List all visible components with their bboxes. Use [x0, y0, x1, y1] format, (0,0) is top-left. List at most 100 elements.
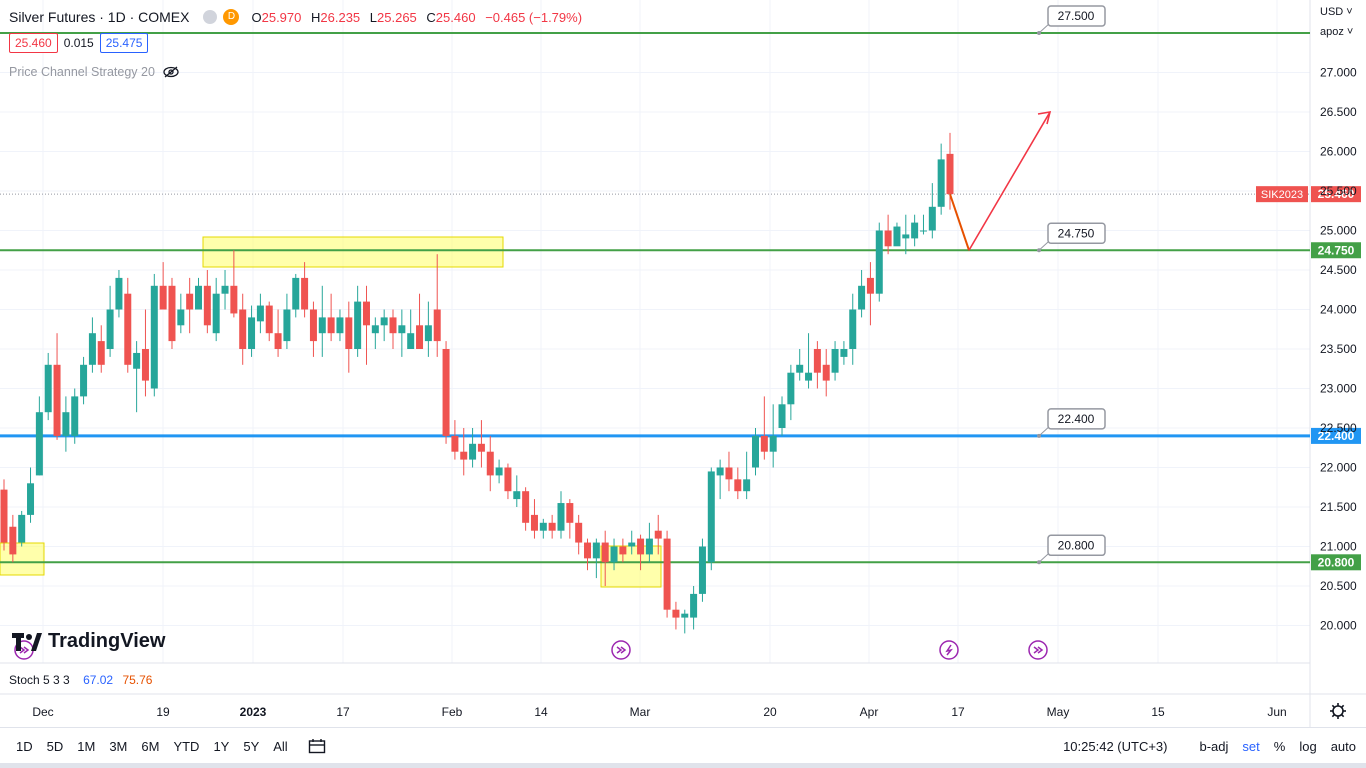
- candle-body: [663, 538, 671, 610]
- candle-body: [884, 230, 892, 247]
- logo-text: TradingView: [48, 630, 166, 652]
- candle-body: [698, 546, 706, 594]
- axis-level-label: 24.750: [1318, 243, 1355, 257]
- candle-body: [601, 542, 609, 563]
- b-adj-toggle[interactable]: b-adj: [1199, 738, 1229, 754]
- candle-body: [354, 301, 362, 349]
- stoch-legend: Stoch 5 3 3 67.02 75.76: [9, 673, 152, 687]
- open-value: 25.970: [261, 9, 302, 25]
- candle: [866, 262, 874, 326]
- candle-body: [584, 542, 592, 559]
- candle: [513, 475, 521, 507]
- low-key: L: [369, 9, 378, 25]
- candle: [53, 333, 61, 440]
- candle: [796, 349, 804, 381]
- highlight-zone: [202, 236, 504, 268]
- range-ytd[interactable]: YTD: [173, 738, 200, 754]
- mode-label: apoz: [1320, 26, 1344, 38]
- sell-button[interactable]: 25.460: [9, 33, 58, 53]
- y-tick-label: 21.500: [1320, 500, 1357, 514]
- x-tick-label: Apr: [860, 705, 879, 719]
- candle-body: [283, 309, 291, 342]
- candle-body: [265, 305, 273, 334]
- y-tick-label: 24.500: [1320, 263, 1357, 277]
- candle: [265, 301, 273, 342]
- y-tick-label: 27.000: [1320, 66, 1357, 80]
- candle-body: [681, 613, 689, 618]
- buy-button[interactable]: 25.475: [99, 33, 149, 53]
- callout-anchor: [1037, 560, 1041, 565]
- candle: [504, 463, 512, 500]
- candle-body: [433, 309, 441, 342]
- candle-body: [469, 443, 477, 460]
- candle: [451, 420, 459, 460]
- range-3m[interactable]: 3M: [109, 738, 128, 754]
- candle: [345, 301, 353, 373]
- chevron-glyph: [620, 646, 627, 654]
- highlight-zones: [0, 236, 662, 588]
- bid-ask-panel: 25.460 0.015 25.475: [9, 33, 149, 53]
- candle-body: [18, 514, 26, 543]
- candle: [469, 428, 477, 468]
- range-5y[interactable]: 5Y: [243, 738, 260, 754]
- level-lines: 27.500 24.750 24.750 22.400 22.400 20.800 20.8…: [0, 5, 1361, 571]
- candle-body: [115, 277, 123, 310]
- range-1d[interactable]: 1D: [16, 738, 33, 754]
- stoch-k-value: 67.02: [83, 673, 114, 687]
- mode-selector[interactable]: apoz ˅: [1320, 26, 1354, 38]
- axis-level-tag: [1311, 427, 1361, 444]
- callout-label: 27.500: [1058, 9, 1095, 23]
- callout-box: [1047, 534, 1106, 557]
- range-5d[interactable]: 5D: [46, 738, 64, 754]
- percent-toggle[interactable]: %: [1273, 738, 1286, 754]
- candle: [690, 586, 698, 630]
- candle: [477, 420, 485, 468]
- y-tick-label: 24.000: [1320, 303, 1357, 317]
- candle-body: [35, 412, 43, 476]
- candle-body: [902, 234, 910, 239]
- candle: [681, 609, 689, 634]
- ohlc-values: O25.970 H26.235 L25.265 C25.460 −0.465 (…: [251, 10, 582, 25]
- x-tick-label: May: [1047, 705, 1070, 719]
- x-tick-label: Mar: [630, 705, 651, 719]
- candle: [35, 396, 43, 476]
- candle: [292, 273, 300, 318]
- range-1y[interactable]: 1Y: [213, 738, 230, 754]
- range-1m[interactable]: 1M: [77, 738, 96, 754]
- callout-box: [1047, 5, 1106, 27]
- candle-body: [831, 349, 839, 373]
- candle-body: [195, 285, 203, 310]
- candle-body: [124, 293, 132, 365]
- goto-date-icon[interactable]: [308, 738, 326, 754]
- auto-toggle[interactable]: auto: [1330, 738, 1356, 754]
- bottom-right-controls: 10:25:42 (UTC+3) b-adj set % log auto: [1063, 728, 1356, 764]
- candle-body: [362, 301, 370, 326]
- axis-level-label: 22.400: [1318, 429, 1355, 443]
- tradingview-logo: TradingView: [12, 630, 165, 653]
- set-toggle[interactable]: set: [1242, 738, 1260, 754]
- strategy-legend[interactable]: Price Channel Strategy 20: [9, 65, 179, 79]
- projection-down-segment: [949, 193, 970, 251]
- candle: [9, 514, 17, 563]
- callout-anchor: [1037, 433, 1041, 438]
- candle: [88, 317, 96, 373]
- candle-body: [787, 372, 795, 405]
- range-all[interactable]: All: [273, 738, 288, 754]
- candle-body: [309, 309, 317, 342]
- hidden-eye-icon[interactable]: [163, 66, 179, 78]
- price-chart[interactable]: 27.500 24.750 24.750 22.400 22.400 20.800 20.8…: [0, 0, 1366, 727]
- log-toggle[interactable]: log: [1299, 738, 1317, 754]
- axis-level-label: 20.800: [1318, 555, 1355, 569]
- symbol-title[interactable]: Silver Futures · 1D · COMEX: [9, 9, 190, 25]
- currency-selector[interactable]: USD ˅: [1320, 6, 1353, 18]
- candle: [575, 514, 583, 555]
- candle: [831, 341, 839, 381]
- candle-body: [592, 542, 600, 559]
- range-6m[interactable]: 6M: [141, 738, 160, 754]
- spread-value: 0.015: [63, 36, 94, 50]
- y-tick-label: 25.500: [1320, 184, 1357, 198]
- candle-body: [513, 491, 521, 500]
- open-key: O: [251, 9, 262, 25]
- clock[interactable]: 10:25:42 (UTC+3): [1063, 738, 1168, 754]
- x-tick-label: Feb: [442, 705, 463, 719]
